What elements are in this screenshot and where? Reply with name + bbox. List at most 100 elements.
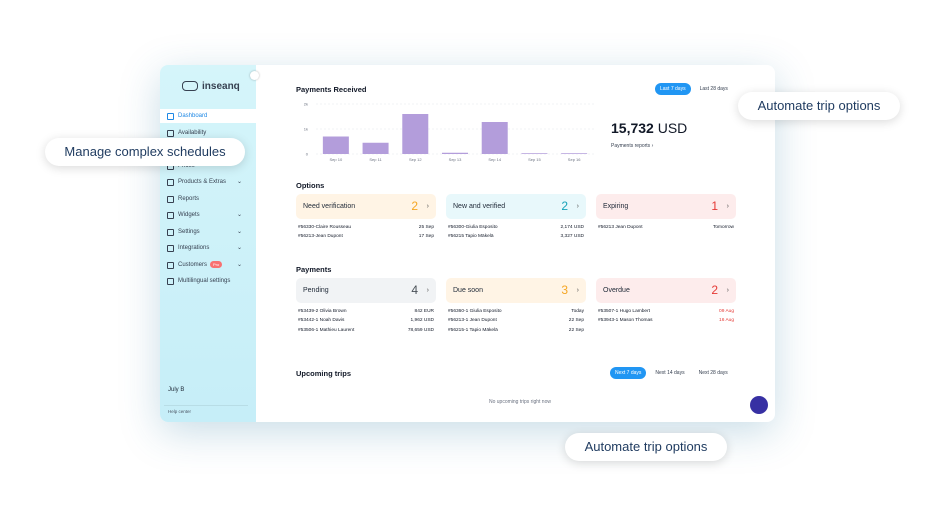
status-label[interactable]: Overdue [603,287,630,294]
row-value[interactable]: 842 EUR [414,309,434,314]
row-value[interactable]: 22 Sep [568,327,584,333]
status-card[interactable]: Need verification 2 › [296,194,436,219]
callout: Automate trip options [565,433,727,461]
nav-label[interactable]: Multilingual settings [178,278,231,284]
status-count[interactable]: 3 [561,283,568,297]
help-link[interactable]: Help center [168,409,192,414]
status-label[interactable]: Pending [303,287,329,294]
status-card[interactable]: Expiring 1 › [596,194,736,219]
status-count[interactable]: 2 [411,199,418,213]
row-ref[interactable]: #56360-1 Giulia Esposito [448,309,502,314]
chevron: ⌄ [236,228,242,235]
row-value[interactable]: 22 Sep [568,318,584,324]
nav-item[interactable]: Availability [164,126,252,140]
list-row[interactable]: #53439-2 Olivia Brown 842 EUR [298,309,434,314]
nav-label[interactable]: Settings [178,228,200,235]
status-card[interactable]: Due soon 3 › [446,278,586,303]
range-option[interactable]: Next 14 days [655,370,685,376]
nav-item[interactable]: Multilingual settings [164,274,252,288]
row-value[interactable]: 2,174 USD [560,225,584,230]
list-row[interactable]: #53507-1 Hugo Lambert 09 Aug [598,309,734,314]
range-option[interactable]: Last 7 days [655,83,691,95]
row-ref[interactable]: #56215 Tapio Mäkelä [448,234,494,240]
nav-item[interactable]: Widgets ⌄ [164,208,252,222]
list-row[interactable]: #56215 Tapio Mäkelä 3,327 USD [448,234,584,239]
user-name[interactable]: July B [168,387,185,393]
row-value[interactable]: 16 Aug [719,318,734,324]
range-option[interactable]: Last 28 days [699,86,728,92]
row-value[interactable]: Today [571,309,584,314]
empty-state: No upcoming trips right now [489,399,551,405]
status-count[interactable]: 2 [711,283,718,297]
row-value[interactable]: 09 Aug [719,309,734,314]
range-option[interactable]: Next 28 days [698,370,728,376]
row-ref[interactable]: #56215-1 Tapio Mäkelä [448,327,498,333]
list-row[interactable]: #56330-Claire Rousseau 25 Sep [298,225,434,230]
row-value[interactable]: Tomorrow [712,225,734,230]
reports-link[interactable]: Payments reports › [611,143,654,149]
row-ref[interactable]: #53506-1 Mathieu Laurent [298,327,355,333]
bar [561,153,588,154]
row-ref[interactable]: #56213-1 Jean Dupont [448,318,497,324]
row-ref[interactable]: #53439-2 Olivia Brown [298,309,347,314]
row-value[interactable]: 3,327 USD [560,234,584,240]
row-ref[interactable]: #53442-1 Noah Davis [298,318,345,324]
status-label[interactable]: Due soon [453,287,483,294]
row-ref[interactable]: #56213-Jean Dupont [298,234,343,240]
nav-label[interactable]: Reports [178,195,200,202]
nav-label[interactable]: Customers [178,261,208,268]
total: 15,732 USD [611,120,687,136]
nav-item[interactable]: Settings ⌄ [164,225,252,239]
nav-label[interactable]: Products & Extras [178,179,227,185]
row-ref[interactable]: #53943-1 Mason Thomas [598,318,653,324]
chat-button[interactable] [750,396,768,414]
bar-chart: 0 1k 2k Sep 10 Sep 11 Sep 12 Sep 13 Sep 14 Sep 1… [304,102,594,162]
row-ref[interactable]: #53507-1 Hugo Lambert [598,309,651,314]
nav-item[interactable]: Integrations ⌄ [164,241,252,255]
collapse-button[interactable] [250,71,259,80]
row-value[interactable]: 1,962 USD [410,318,434,324]
nav-label[interactable]: Integrations [178,245,210,251]
chevron: ⌄ [236,179,242,185]
list-row[interactable]: #56213 Jean Dupont Tomorrow [598,225,734,230]
list-row[interactable]: #53442-1 Noah Davis 1,962 USD [298,318,434,323]
status-label[interactable]: Expiring [603,203,629,210]
x-tick-label: Sep 12 [409,157,422,162]
nav-label[interactable]: Widgets [178,212,200,218]
list-row[interactable]: #56360-1 Giulia Esposito Today [448,309,584,314]
list-row[interactable]: #56213-Jean Dupont 17 Sep [298,234,434,239]
status-label[interactable]: Need verification [303,203,356,210]
status-count[interactable]: 4 [411,283,418,297]
status-count[interactable]: 2 [561,199,568,213]
x-tick-label: Sep 11 [369,157,382,162]
nav-item[interactable]: Customers Pro ⌄ [164,258,252,272]
row-value[interactable]: 78,659 USD [407,327,434,333]
list-row[interactable]: #53506-1 Mathieu Laurent 78,659 USD [298,328,434,333]
list-row[interactable]: #56215-1 Tapio Mäkelä 22 Sep [448,328,584,333]
section-title: Upcoming trips [296,369,352,378]
nav-item[interactable]: Dashboard [160,109,256,123]
row-ref[interactable]: #56300-Giulia Esposito [448,225,498,230]
list-row[interactable]: #56300-Giulia Esposito 2,174 USD [448,225,584,230]
reports-link-text[interactable]: Payments reports [611,143,651,149]
y-tick-label: 1k [304,127,308,132]
list-row[interactable]: #56213-1 Jean Dupont 22 Sep [448,318,584,323]
status-count[interactable]: 1 [711,199,718,213]
nav-item[interactable]: Reports [164,192,252,206]
bar [442,152,468,154]
status-label[interactable]: New and verified [453,203,506,210]
row-value[interactable]: 25 Sep [418,225,434,230]
row-ref[interactable]: #56330-Claire Rousseau [298,225,352,230]
x-tick-label: Sep 16 [568,157,581,162]
nav-label[interactable]: Availability [178,129,207,136]
nav-item[interactable]: Products & Extras ⌄ [164,175,252,189]
callout: Manage complex schedules [45,138,245,166]
range-option[interactable]: Next 7 days [610,367,647,379]
nav-label[interactable]: Dashboard [178,113,208,119]
row-value[interactable]: 17 Sep [418,234,434,240]
list-row[interactable]: #53943-1 Mason Thomas 16 Aug [598,318,734,323]
status-card[interactable]: Overdue 2 › [596,278,736,303]
row-ref[interactable]: #56213 Jean Dupont [598,225,643,230]
status-card[interactable]: Pending 4 › [296,278,436,303]
status-card[interactable]: New and verified 2 › [446,194,586,219]
